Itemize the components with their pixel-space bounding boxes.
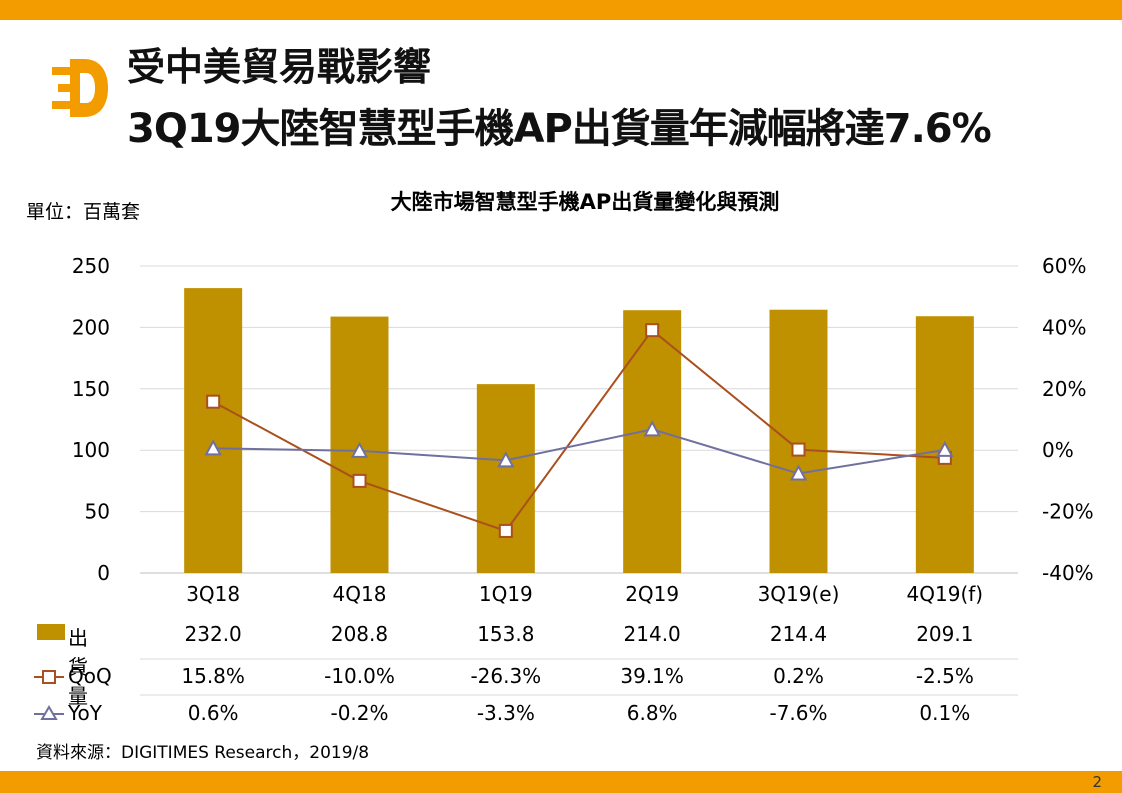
yoy-point	[204, 439, 222, 456]
yoy-point	[643, 420, 661, 437]
qoq-point	[206, 394, 221, 409]
table-cell: -7.6%	[769, 701, 828, 725]
yoy-point	[497, 451, 515, 468]
table-cell: -10.0%	[324, 664, 395, 688]
table-row-label: YoY	[68, 701, 103, 725]
page-title-line1: 受中美貿易戰影響	[127, 45, 432, 89]
table-cell: -3.3%	[476, 701, 535, 725]
qoq-point	[498, 523, 513, 538]
right-axis-tick-label: 20%	[1042, 377, 1086, 401]
table-cell: 0.2%	[773, 664, 824, 688]
yoy-point	[350, 441, 369, 458]
left-axis-tick-label: 250	[72, 254, 110, 278]
x-axis-tick-label: 3Q19(e)	[758, 582, 840, 606]
right-axis-tick-label: 40%	[1042, 315, 1086, 339]
x-axis-tick-label: 3Q18	[186, 582, 240, 606]
table-cell: 153.8	[477, 622, 535, 646]
bar-shipments	[623, 310, 682, 573]
unit-label: 單位：百萬套	[26, 201, 141, 223]
qoq-line	[212, 328, 945, 533]
chart-title: 大陸市場智慧型手機AP出貨量變化與預測	[390, 190, 780, 214]
x-axis-tick-label: 4Q18	[333, 582, 387, 606]
x-axis-tick-label: 4Q19(f)	[907, 582, 984, 606]
right-axis-tick-label: 60%	[1042, 254, 1086, 278]
digitimes-logo-icon	[52, 59, 108, 117]
left-axis-tick-label: 0	[97, 561, 110, 585]
page-number: 2	[1092, 773, 1102, 791]
table-cell: 0.6%	[187, 701, 239, 725]
left-axis-tick-label: 150	[72, 377, 110, 401]
left-axis-tick-label: 100	[72, 438, 110, 462]
right-axis-tick-label: -40%	[1042, 561, 1094, 585]
bar-shipments	[184, 288, 243, 573]
left-axis-tick-label: 50	[85, 500, 110, 524]
table-cell: -2.5%	[915, 664, 974, 688]
table-cell: 214.0	[623, 622, 681, 646]
right-axis-tick-label: 0%	[1042, 438, 1074, 462]
legend-bar-swatch	[37, 624, 65, 640]
table-cell: -26.3%	[470, 664, 542, 688]
table-row-label: 出貨量	[68, 626, 88, 708]
table-cell: 209.1	[916, 622, 974, 646]
yoy-line	[213, 428, 945, 475]
qoq-point	[352, 473, 367, 488]
top-accent-bar	[0, 0, 1122, 20]
legend-yoy-marker	[40, 705, 58, 720]
x-axis-tick-label: 2Q19	[625, 582, 679, 606]
yoy-point	[789, 464, 808, 481]
qoq-point	[791, 442, 806, 457]
x-axis-tick-label: 1Q19	[479, 582, 533, 606]
page-title-line2: 3Q19大陸智慧型手機AP出貨量年減幅將達7.6%	[127, 106, 992, 152]
left-axis-tick-label: 200	[72, 315, 110, 339]
qoq-point	[645, 323, 660, 338]
table-cell: 0.1%	[919, 701, 971, 725]
table-cell: 39.1%	[620, 664, 684, 688]
legend-qoq-marker	[42, 670, 56, 684]
bottom-accent-bar	[0, 771, 1122, 793]
bar-shipments	[476, 384, 535, 573]
table-cell: 15.8%	[181, 664, 245, 688]
table-cell: -0.2%	[330, 701, 389, 725]
bar-shipments	[769, 309, 828, 573]
table-cell: 6.8%	[626, 701, 678, 725]
right-axis-tick-label: -20%	[1042, 500, 1094, 524]
table-row-label: QoQ	[68, 664, 112, 688]
table-cell: 208.8	[330, 622, 389, 646]
source-note: 資料來源：DIGITIMES Research，2019/8	[36, 743, 370, 763]
yoy-point	[936, 440, 954, 457]
table-cell: 214.4	[769, 622, 828, 646]
table-cell: 232.0	[184, 622, 242, 646]
